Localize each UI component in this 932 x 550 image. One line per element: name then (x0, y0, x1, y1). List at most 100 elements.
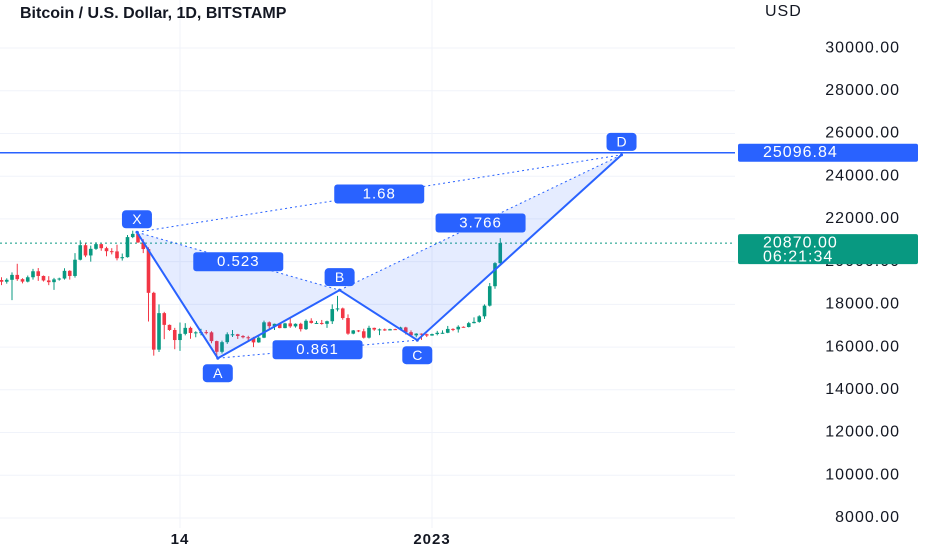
candle-body (83, 245, 88, 256)
pattern-leg (217, 289, 341, 360)
price-label: 20870.00 (763, 234, 838, 251)
candle-body (178, 333, 182, 341)
candle-body (4, 279, 9, 282)
candle-body (62, 270, 67, 279)
candle-body (15, 274, 20, 280)
y-tick-label: 8000.00 (835, 509, 900, 526)
candle-body (225, 334, 230, 343)
candle-body (283, 323, 287, 329)
candle-body (314, 322, 319, 324)
candle-body (10, 274, 14, 280)
ratio-box (193, 252, 284, 272)
candle-body (346, 318, 350, 334)
candle-body (46, 280, 51, 283)
candle-body (293, 323, 298, 327)
point-label: X (132, 211, 142, 227)
point-label: C (412, 347, 422, 363)
y-tick-label: 18000.00 (825, 296, 900, 313)
point-label: A (213, 365, 223, 381)
ratio-label: 0.861 (296, 341, 339, 358)
candle-body (120, 257, 125, 259)
candle-body (277, 323, 282, 329)
countdown: 06:21:34 (763, 248, 833, 265)
candle-body (409, 332, 413, 336)
candle-body (183, 327, 188, 334)
candle-body (31, 271, 35, 278)
candle-body (309, 320, 314, 323)
candle-body (482, 305, 487, 317)
candle-body (52, 279, 56, 283)
candle-body (382, 329, 387, 331)
chart-title: Bitcoin / U.S. Dollar, 1D, BITSTAMP (20, 5, 287, 22)
candle-body (435, 332, 440, 335)
candle-body (130, 233, 135, 238)
candle-body (162, 313, 167, 325)
pattern-leg (136, 231, 219, 359)
y-tick-label: 24000.00 (825, 167, 900, 184)
candle-body (41, 275, 46, 281)
candle-body (367, 327, 371, 338)
price-label-box (738, 143, 918, 162)
candle-body (451, 328, 455, 330)
candle-body (356, 330, 361, 332)
candle-body (246, 337, 251, 339)
candle-body (325, 321, 329, 324)
candle-body (167, 324, 172, 330)
point-label: B (335, 269, 344, 285)
candle-body (204, 332, 209, 334)
candle-body (340, 308, 345, 319)
pattern-fill (339, 154, 622, 341)
candle-body (0, 280, 4, 282)
price-label-box (738, 234, 918, 265)
candle-body (272, 323, 277, 327)
x-tick-label: 14 (171, 531, 190, 548)
candle-body (472, 321, 476, 324)
ratio-label: 0.523 (217, 253, 260, 270)
candle-body (78, 245, 83, 260)
candle-body (351, 330, 356, 334)
y-tick-label: 26000.00 (825, 125, 900, 142)
candle-body (361, 331, 366, 338)
candle-body (445, 328, 450, 333)
ratio-label: 3.766 (459, 214, 502, 231)
candle-body (188, 327, 193, 333)
candle-body (67, 270, 72, 276)
candle-body (414, 333, 419, 336)
candle-body (267, 322, 272, 327)
candle-body (104, 248, 109, 252)
point-box (402, 346, 433, 365)
candle-body (115, 251, 119, 259)
y-tick-label: 28000.00 (825, 82, 900, 99)
candle-body (109, 251, 114, 253)
candle-body (393, 329, 398, 331)
candle-body (146, 249, 151, 293)
ratio-box (272, 340, 363, 360)
pattern-point (415, 338, 419, 342)
candle-body (172, 330, 177, 341)
y-tick-label: 14000.00 (825, 381, 900, 398)
candle-body (20, 279, 25, 282)
candle-body (220, 342, 224, 352)
candle-body (377, 329, 382, 331)
point-box (121, 210, 152, 229)
candle-body (372, 327, 377, 330)
candle-body (209, 332, 214, 342)
ratio-box (334, 184, 425, 204)
candle-body (151, 292, 156, 350)
candle-body (461, 326, 466, 328)
point-box (202, 364, 233, 383)
candle-body (94, 244, 98, 249)
candle-body (466, 323, 471, 328)
candle-body (88, 248, 93, 256)
candle-body (298, 323, 303, 330)
candle-body (493, 263, 497, 287)
pattern-leg (339, 289, 418, 342)
candle-body (288, 323, 293, 327)
candle-body (57, 278, 62, 280)
candle-body (214, 341, 219, 352)
candle-body (388, 329, 392, 331)
y-tick-label: 22000.00 (825, 210, 900, 227)
y-tick-label: 30000.00 (825, 39, 900, 56)
y-tick-label: 16000.00 (825, 338, 900, 355)
